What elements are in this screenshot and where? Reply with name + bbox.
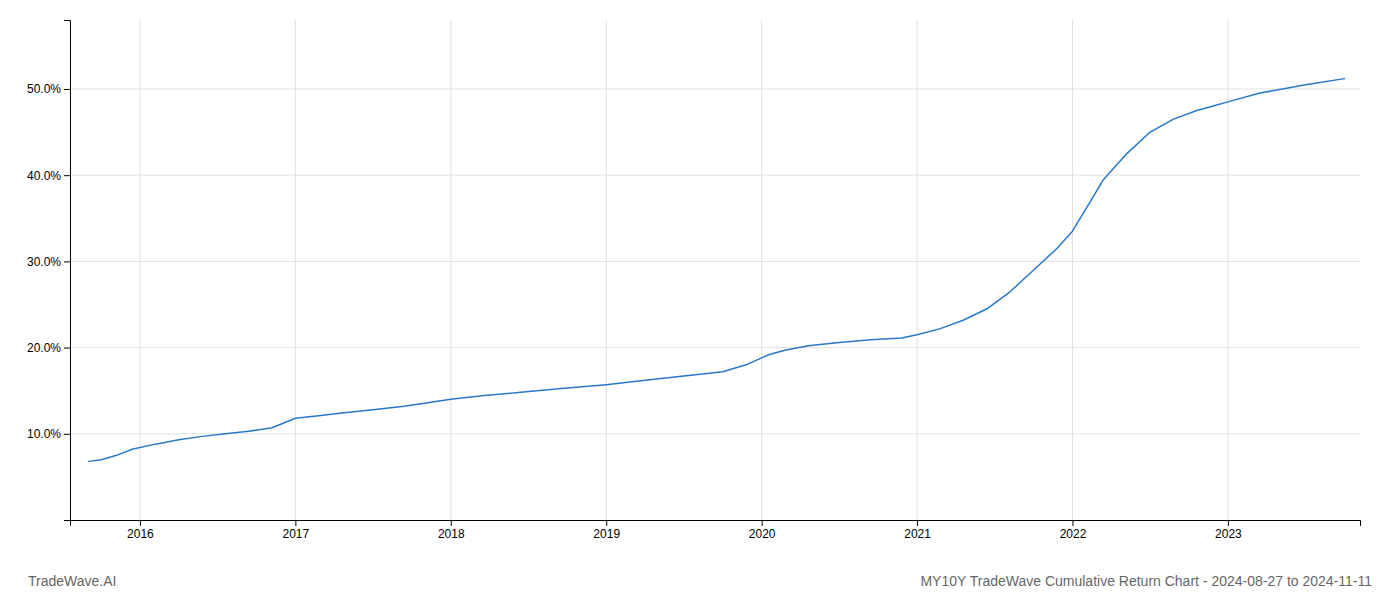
- grid-line-x: [606, 20, 607, 520]
- tick-mark: [64, 348, 70, 349]
- tick: 40.0%: [27, 169, 70, 183]
- tick: 20.0%: [27, 341, 70, 355]
- tick: 2018: [438, 520, 465, 541]
- tick: 2021: [904, 520, 931, 541]
- tick-label: 10.0%: [27, 427, 61, 441]
- tick-label: 2023: [1215, 527, 1242, 541]
- tick-label: 50.0%: [27, 82, 61, 96]
- x-axis: 2016 2017 2018 2019 2020 2021 2022 2023: [71, 520, 1361, 541]
- tick: 10.0%: [27, 427, 70, 441]
- grid-line-y: [70, 433, 1360, 434]
- tick-label: 2016: [127, 527, 154, 541]
- tick-label: 2022: [1060, 527, 1087, 541]
- tick-mark: [295, 520, 296, 526]
- chart: 2016 2017 2018 2019 2020 2021 2022 2023 10.0% 20.…: [0, 0, 1400, 600]
- tick-mark: [64, 434, 70, 435]
- grid-line-x: [450, 20, 451, 520]
- tick-label: 2018: [438, 527, 465, 541]
- tick-label: 20.0%: [27, 341, 61, 355]
- tick-label: 2020: [749, 527, 776, 541]
- grid-line-x: [917, 20, 918, 520]
- grid-line-y: [70, 88, 1360, 89]
- tick: 50.0%: [27, 82, 70, 96]
- grid: [70, 20, 1360, 520]
- tick-label: 2019: [593, 527, 620, 541]
- tick: 2023: [1215, 520, 1242, 541]
- grid-line-x: [1072, 20, 1073, 520]
- tick-label: 2017: [283, 527, 310, 541]
- grid-line-x: [139, 20, 140, 520]
- tick-label: 2021: [904, 527, 931, 541]
- tick-mark: [606, 520, 607, 526]
- title: MY10Y TradeWave Cumulative Return Chart …: [920, 573, 1372, 589]
- grid-line-y: [70, 261, 1360, 262]
- line: [89, 79, 1345, 462]
- tick-mark: [64, 89, 70, 90]
- plot-area: [89, 79, 1345, 462]
- grid-line-y: [70, 347, 1360, 348]
- grid-line-x: [761, 20, 762, 520]
- tick-mark: [917, 520, 918, 526]
- y-axis: 10.0% 20.0% 30.0% 40.0% 50.0%: [27, 21, 71, 521]
- tick-label: 30.0%: [27, 255, 61, 269]
- tick: 2019: [593, 520, 620, 541]
- tick-mark: [762, 520, 763, 526]
- tick-mark: [140, 520, 141, 526]
- tick-mark: [64, 261, 70, 262]
- grid-line-x: [1227, 20, 1228, 520]
- watermark: TradeWave.AI: [28, 573, 116, 589]
- y-axis-line: [64, 21, 71, 521]
- tick-label: 40.0%: [27, 169, 61, 183]
- tick: 30.0%: [27, 255, 70, 269]
- grid-line-y: [70, 175, 1360, 176]
- tick: 2016: [127, 520, 154, 541]
- x-axis-line: [71, 521, 1361, 527]
- tick: 2017: [283, 520, 310, 541]
- tick-mark: [1228, 520, 1229, 526]
- grid-line-x: [295, 20, 296, 520]
- tick: 2022: [1060, 520, 1087, 541]
- tick: 2020: [749, 520, 776, 541]
- tick-mark: [64, 175, 70, 176]
- tick-mark: [1072, 520, 1073, 526]
- tick-mark: [451, 520, 452, 526]
